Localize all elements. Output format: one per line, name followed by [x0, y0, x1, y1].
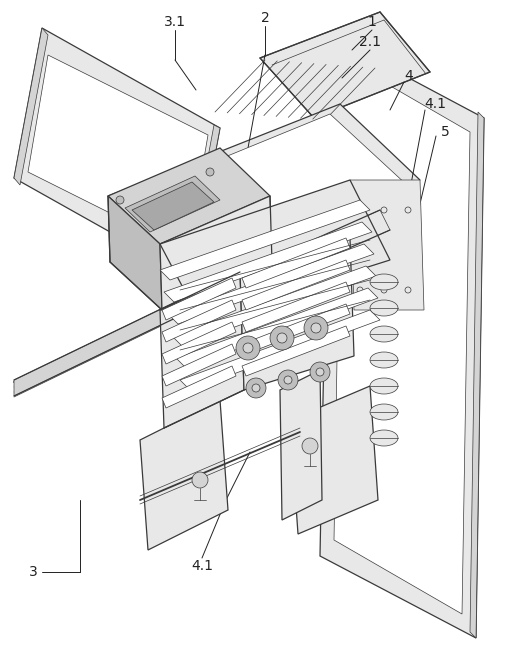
Circle shape	[316, 368, 324, 376]
Polygon shape	[320, 36, 484, 638]
Polygon shape	[260, 12, 430, 118]
Text: 4.1: 4.1	[191, 559, 213, 573]
Circle shape	[206, 168, 214, 176]
Polygon shape	[125, 176, 220, 232]
Text: 3.1: 3.1	[164, 15, 186, 29]
Polygon shape	[108, 104, 420, 272]
Polygon shape	[14, 28, 220, 278]
Ellipse shape	[370, 326, 398, 342]
Polygon shape	[14, 294, 192, 396]
Polygon shape	[160, 196, 272, 310]
Text: 2: 2	[261, 11, 269, 25]
Polygon shape	[242, 238, 350, 288]
Polygon shape	[162, 278, 236, 320]
Polygon shape	[180, 310, 380, 390]
Polygon shape	[162, 322, 236, 364]
Polygon shape	[350, 180, 424, 310]
Polygon shape	[168, 244, 374, 324]
Polygon shape	[164, 222, 372, 302]
Polygon shape	[290, 386, 378, 534]
Circle shape	[116, 196, 124, 204]
Circle shape	[304, 316, 328, 340]
Polygon shape	[160, 272, 244, 428]
Circle shape	[236, 336, 260, 360]
Polygon shape	[28, 55, 208, 252]
Polygon shape	[334, 58, 470, 614]
Polygon shape	[14, 28, 48, 185]
Polygon shape	[162, 300, 236, 342]
Polygon shape	[186, 125, 220, 278]
Circle shape	[302, 438, 318, 454]
Ellipse shape	[370, 300, 398, 316]
Polygon shape	[470, 112, 484, 638]
Polygon shape	[160, 180, 390, 320]
Ellipse shape	[370, 430, 398, 446]
Polygon shape	[162, 366, 236, 408]
Polygon shape	[108, 148, 270, 244]
Polygon shape	[162, 344, 236, 386]
Polygon shape	[172, 266, 376, 346]
Text: 1: 1	[368, 15, 377, 29]
Circle shape	[270, 326, 294, 350]
Polygon shape	[132, 182, 214, 230]
Polygon shape	[242, 282, 350, 332]
Circle shape	[192, 472, 208, 488]
Polygon shape	[192, 210, 390, 314]
Circle shape	[243, 343, 253, 353]
Ellipse shape	[370, 404, 398, 420]
Circle shape	[252, 384, 260, 392]
Polygon shape	[120, 114, 408, 272]
Ellipse shape	[370, 378, 398, 394]
Ellipse shape	[370, 352, 398, 368]
Polygon shape	[330, 30, 346, 58]
Polygon shape	[242, 304, 350, 354]
Text: 5: 5	[441, 125, 450, 139]
Ellipse shape	[370, 274, 398, 290]
Polygon shape	[242, 326, 350, 376]
Circle shape	[278, 370, 298, 390]
Text: 3: 3	[28, 565, 37, 579]
Polygon shape	[108, 196, 162, 310]
Circle shape	[284, 376, 292, 384]
Text: 4: 4	[405, 69, 413, 83]
Polygon shape	[160, 200, 370, 280]
Polygon shape	[280, 370, 322, 520]
Text: 2.1: 2.1	[359, 35, 381, 49]
Circle shape	[246, 378, 266, 398]
Polygon shape	[242, 260, 350, 310]
Polygon shape	[176, 288, 378, 368]
Polygon shape	[140, 400, 228, 550]
Circle shape	[310, 362, 330, 382]
Polygon shape	[240, 238, 354, 390]
Circle shape	[311, 323, 321, 333]
Circle shape	[277, 333, 287, 343]
Text: 4.1: 4.1	[424, 97, 446, 111]
